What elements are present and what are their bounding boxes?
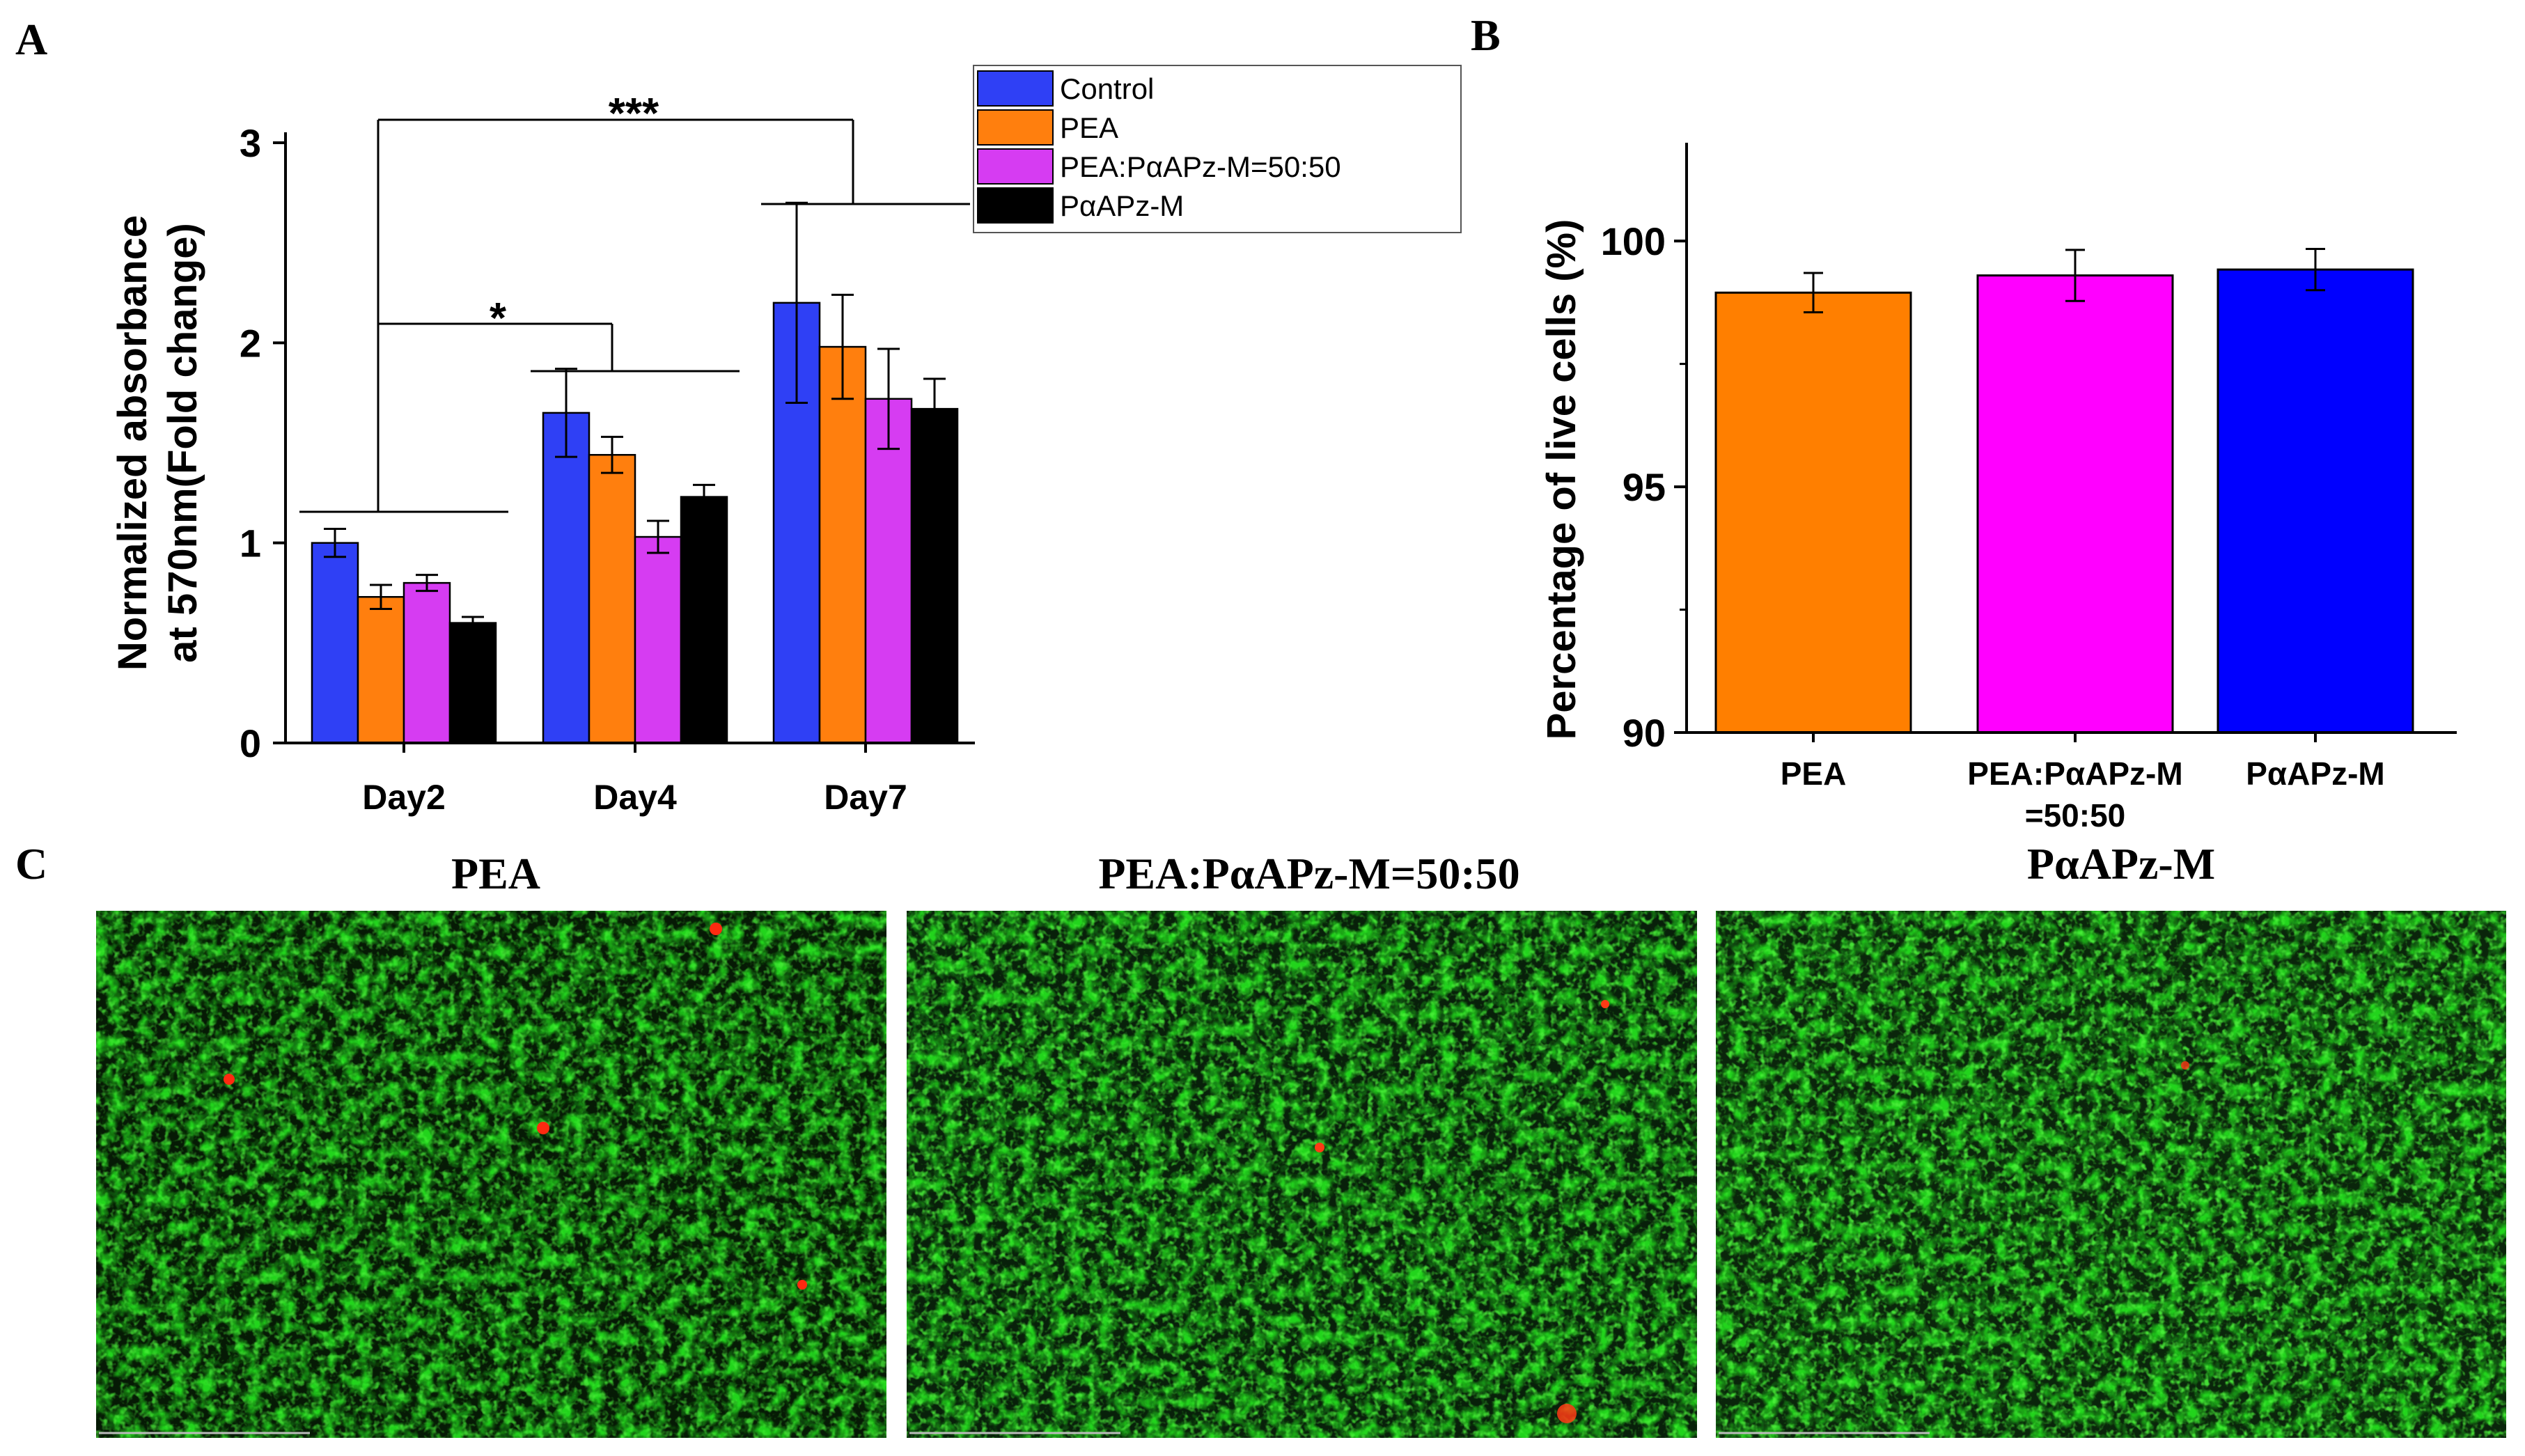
- legend-swatch: [977, 70, 1054, 107]
- panel-label-a: A: [15, 15, 47, 64]
- y-tick-label: 0: [240, 721, 261, 765]
- y-tick-label: 100: [1601, 219, 1666, 263]
- x-tick-label: Day7: [824, 778, 907, 817]
- dead-cell-marker: [1557, 1404, 1577, 1423]
- y-axis-label-line1: Normalized absorbance: [110, 215, 155, 671]
- micrograph-blend-cells-fine: [907, 911, 1697, 1438]
- micrograph-pea: PEA: [96, 849, 886, 1438]
- dead-cell-marker: [537, 1122, 549, 1134]
- legend: Control PEA PEA:PαAPz-M=50:50 PαAPz-M: [973, 65, 1462, 233]
- dead-cell-marker: [710, 923, 722, 935]
- bar: [448, 622, 497, 744]
- bar: [634, 535, 682, 744]
- dead-cell-marker: [797, 1280, 807, 1290]
- micrograph-papz: PαAPz-M: [1716, 839, 2506, 1438]
- x-tick-label: PEA: [1781, 756, 1847, 792]
- bar: [2217, 268, 2414, 734]
- bar: [357, 595, 405, 744]
- y-tick-label: 90: [1623, 711, 1666, 755]
- significance-label: ***: [609, 90, 659, 138]
- bar-group: [311, 302, 959, 744]
- dead-cell-marker: [1601, 1000, 1609, 1008]
- bar: [542, 412, 591, 744]
- legend-swatch: [977, 148, 1054, 185]
- y-tick-label: 95: [1623, 465, 1666, 509]
- micrograph-papz-cells-fine: [1716, 911, 2506, 1438]
- y-axis-ticks: 90 95 100: [1601, 219, 1687, 755]
- legend-box: [973, 65, 1462, 233]
- legend-label: PEA:PαAPz-M=50:50: [1060, 150, 1341, 183]
- x-tick-label: PαAPz-M: [2246, 756, 2385, 792]
- chart-a: Normalized absorbance at 570nm(Fold chan…: [110, 65, 1462, 817]
- bar-group: [1714, 268, 2414, 734]
- bar: [588, 453, 636, 744]
- y-axis-label-line2: at 570nm(Fold change): [160, 223, 205, 663]
- error-bar-group: [1804, 247, 2325, 314]
- micrograph-pea-cells-fine: [96, 911, 886, 1438]
- legend-label: Control: [1060, 72, 1154, 105]
- panel-label-b: B: [1471, 10, 1501, 60]
- y-tick-label: 3: [240, 121, 261, 165]
- bar: [1976, 274, 2174, 734]
- micrograph-title-blend: PEA:PαAPz-M=50:50: [1098, 849, 1519, 898]
- bar: [402, 581, 451, 744]
- legend-label: PαAPz-M: [1060, 189, 1184, 222]
- y-axis-ticks: 0 1 2 3: [240, 121, 286, 765]
- micrograph-title-pea: PEA: [451, 849, 540, 898]
- significance-label: *: [490, 295, 507, 343]
- bar: [910, 407, 959, 744]
- dead-cell-marker: [2181, 1061, 2189, 1070]
- dead-cell-marker: [1315, 1143, 1324, 1152]
- x-axis-ticks: PEA PEA:PαAPz-M =50:50 PαAPz-M: [1781, 733, 2385, 833]
- bar: [818, 345, 867, 744]
- micrograph-title-papz: PαAPz-M: [2027, 839, 2215, 889]
- error-bar-group: [324, 201, 946, 630]
- y-tick-label: 2: [240, 321, 261, 365]
- bar: [864, 398, 913, 744]
- micrograph-blend: PEA:PαAPz-M=50:50: [907, 849, 1697, 1438]
- y-axis-label: Percentage of live cells (%): [1539, 219, 1584, 740]
- legend-swatch: [977, 187, 1054, 224]
- bar: [680, 496, 728, 744]
- legend-label: PEA: [1060, 111, 1118, 144]
- x-tick-label: PEA:PαAPz-M: [1967, 756, 2182, 792]
- bar: [1714, 291, 1912, 734]
- bar: [311, 542, 359, 744]
- chart-b: Percentage of live cells (%) 90 95 100 PEA…: [1539, 143, 2457, 833]
- x-tick-label: Day4: [593, 778, 677, 817]
- legend-swatch: [977, 109, 1054, 146]
- x-axis-ticks: Day2 Day4 Day7: [362, 743, 907, 817]
- x-tick-label: Day2: [362, 778, 446, 817]
- y-tick-label: 1: [240, 522, 261, 565]
- x-tick-label-line2: =50:50: [2025, 797, 2126, 833]
- dead-cell-marker: [224, 1074, 235, 1085]
- significance-brackets: ****: [299, 90, 970, 513]
- panel-label-c: C: [15, 839, 47, 889]
